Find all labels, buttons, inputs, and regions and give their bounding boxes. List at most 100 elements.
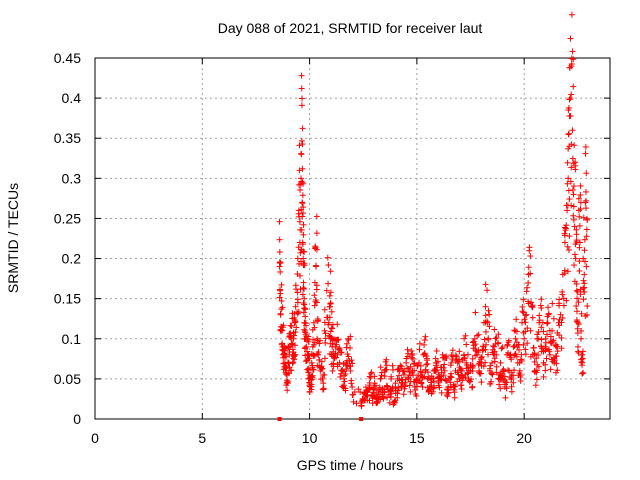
data-point (299, 125, 306, 132)
data-point (284, 380, 291, 387)
data-point (298, 137, 305, 144)
data-point (486, 365, 493, 372)
data-point (582, 150, 589, 157)
data-point (444, 386, 451, 393)
data-point (531, 351, 538, 358)
data-point (497, 385, 504, 392)
data-point (276, 294, 283, 301)
data-point (485, 307, 492, 314)
data-point (279, 346, 286, 353)
data-point (410, 372, 417, 379)
data-point (441, 361, 448, 368)
data-point (462, 332, 469, 339)
data-point (320, 380, 327, 387)
data-point (327, 300, 334, 307)
data-point (334, 321, 341, 328)
data-point (573, 303, 580, 310)
data-point (578, 358, 585, 365)
data-point (553, 360, 560, 367)
data-point (462, 374, 469, 381)
data-point (576, 239, 583, 246)
data-point (547, 366, 554, 373)
data-point (435, 382, 442, 389)
data-point (576, 213, 583, 220)
data-point (303, 322, 310, 329)
data-point (493, 369, 500, 376)
data-point (582, 188, 589, 195)
data-point (577, 182, 584, 189)
data-point (551, 357, 558, 364)
data-point (503, 385, 510, 392)
data-point (580, 214, 587, 221)
data-point (542, 367, 549, 374)
data-point (298, 85, 305, 92)
data-point (482, 281, 489, 288)
data-point (573, 317, 580, 324)
data-point (516, 367, 523, 374)
data-point (570, 56, 577, 63)
data-point (517, 356, 524, 363)
data-point (583, 197, 590, 204)
data-point (542, 345, 549, 352)
axis-ticks: 0 0.05 0.1 0.15 0.2 0.25 0.3 0.35 0.4 0.45 0 5 10 15 2… (54, 50, 610, 446)
data-point (278, 297, 285, 304)
data-point (430, 378, 437, 385)
data-point (568, 11, 575, 18)
data-point (301, 262, 308, 269)
data-point (408, 354, 415, 361)
data-point (407, 363, 414, 370)
data-point (544, 331, 551, 338)
data-point (299, 192, 306, 199)
data-point (407, 388, 414, 395)
data-point (572, 166, 579, 173)
data-point (583, 263, 590, 270)
data-point (421, 373, 428, 380)
data-point (358, 402, 365, 409)
data-point (300, 210, 307, 217)
data-point (367, 374, 374, 381)
data-point (540, 328, 547, 335)
data-point (330, 360, 337, 367)
data-point (302, 344, 309, 351)
data-point (283, 353, 290, 360)
data-point (300, 279, 307, 286)
data-point (337, 373, 344, 380)
data-point (350, 398, 357, 405)
data-point (415, 372, 422, 379)
data-point (483, 341, 490, 348)
data-point (488, 359, 495, 366)
data-point (568, 141, 575, 148)
data-point (430, 385, 437, 392)
data-point (305, 338, 312, 345)
data-point (535, 352, 542, 359)
data-point (544, 319, 551, 326)
data-point (570, 216, 577, 223)
data-point (343, 365, 350, 372)
data-point (581, 280, 588, 287)
data-point (567, 178, 574, 185)
data-point (305, 333, 312, 340)
data-point (456, 348, 463, 355)
data-point (471, 335, 478, 342)
data-point (491, 348, 498, 355)
data-point (301, 328, 308, 335)
data-point (282, 347, 289, 354)
data-point (579, 370, 586, 377)
data-point (565, 175, 572, 182)
data-point (531, 358, 538, 365)
data-point (484, 319, 491, 326)
data-point (561, 267, 568, 274)
data-point (348, 380, 355, 387)
data-point (350, 391, 357, 398)
data-point (544, 320, 551, 327)
data-point (325, 262, 332, 269)
data-point (457, 367, 464, 374)
data-point (419, 383, 426, 390)
data-point (328, 308, 335, 315)
data-point (355, 386, 362, 393)
data-point (341, 378, 348, 385)
data-point (464, 351, 471, 358)
data-point (388, 388, 395, 395)
data-point (298, 102, 305, 109)
data-point (580, 277, 587, 284)
